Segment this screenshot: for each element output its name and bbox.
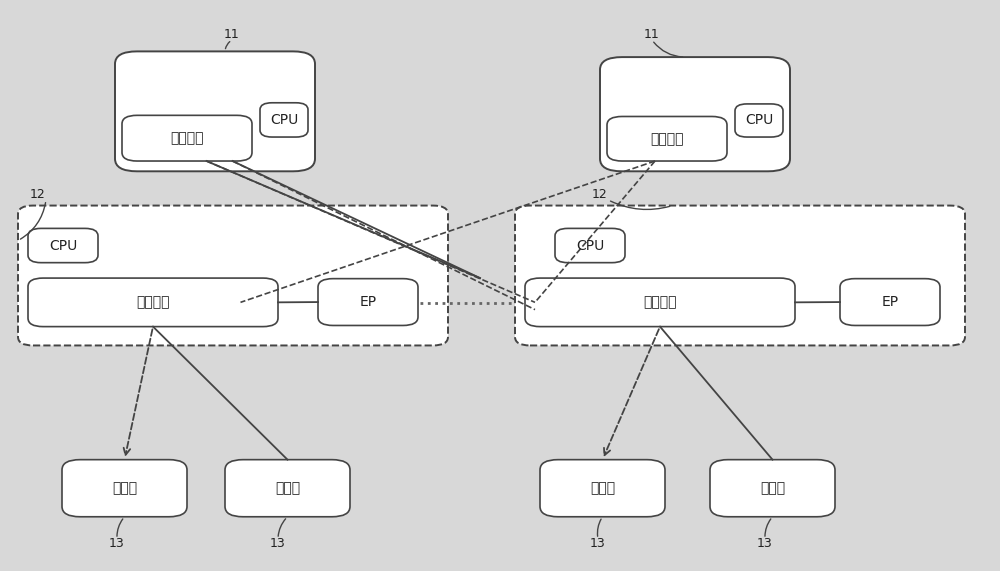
Text: 13: 13 [270,537,286,550]
FancyBboxPatch shape [555,228,625,263]
FancyBboxPatch shape [28,278,278,327]
FancyBboxPatch shape [515,206,965,345]
FancyBboxPatch shape [607,116,727,161]
FancyBboxPatch shape [525,278,795,327]
Text: CPU: CPU [49,239,77,252]
FancyBboxPatch shape [318,279,418,325]
FancyBboxPatch shape [710,460,835,517]
Text: 12: 12 [30,188,46,200]
Text: 交换芯片: 交换芯片 [650,132,684,146]
FancyBboxPatch shape [260,103,308,137]
Text: 交换芯片: 交换芯片 [136,295,170,309]
Text: 交换芯片: 交换芯片 [170,131,204,145]
Text: EP: EP [881,295,899,309]
Text: 13: 13 [109,537,125,550]
Text: 13: 13 [590,537,606,550]
Text: 11: 11 [224,28,240,41]
Text: CPU: CPU [270,113,298,127]
FancyBboxPatch shape [225,460,350,517]
FancyBboxPatch shape [840,279,940,325]
Text: 11: 11 [644,28,660,41]
Text: 业务卡: 业务卡 [760,481,785,495]
Text: 业务卡: 业务卡 [275,481,300,495]
Text: 13: 13 [757,537,773,550]
Text: EP: EP [359,295,377,309]
Text: 业务卡: 业务卡 [112,481,137,495]
FancyBboxPatch shape [28,228,98,263]
FancyBboxPatch shape [540,460,665,517]
Text: 交换芯片: 交换芯片 [643,295,677,309]
Text: 业务卡: 业务卡 [590,481,615,495]
FancyBboxPatch shape [122,115,252,161]
FancyBboxPatch shape [735,104,783,137]
FancyBboxPatch shape [62,460,187,517]
FancyBboxPatch shape [115,51,315,171]
Text: CPU: CPU [745,114,773,127]
Text: 12: 12 [592,188,608,200]
FancyBboxPatch shape [600,57,790,171]
FancyBboxPatch shape [18,206,448,345]
Text: CPU: CPU [576,239,604,252]
